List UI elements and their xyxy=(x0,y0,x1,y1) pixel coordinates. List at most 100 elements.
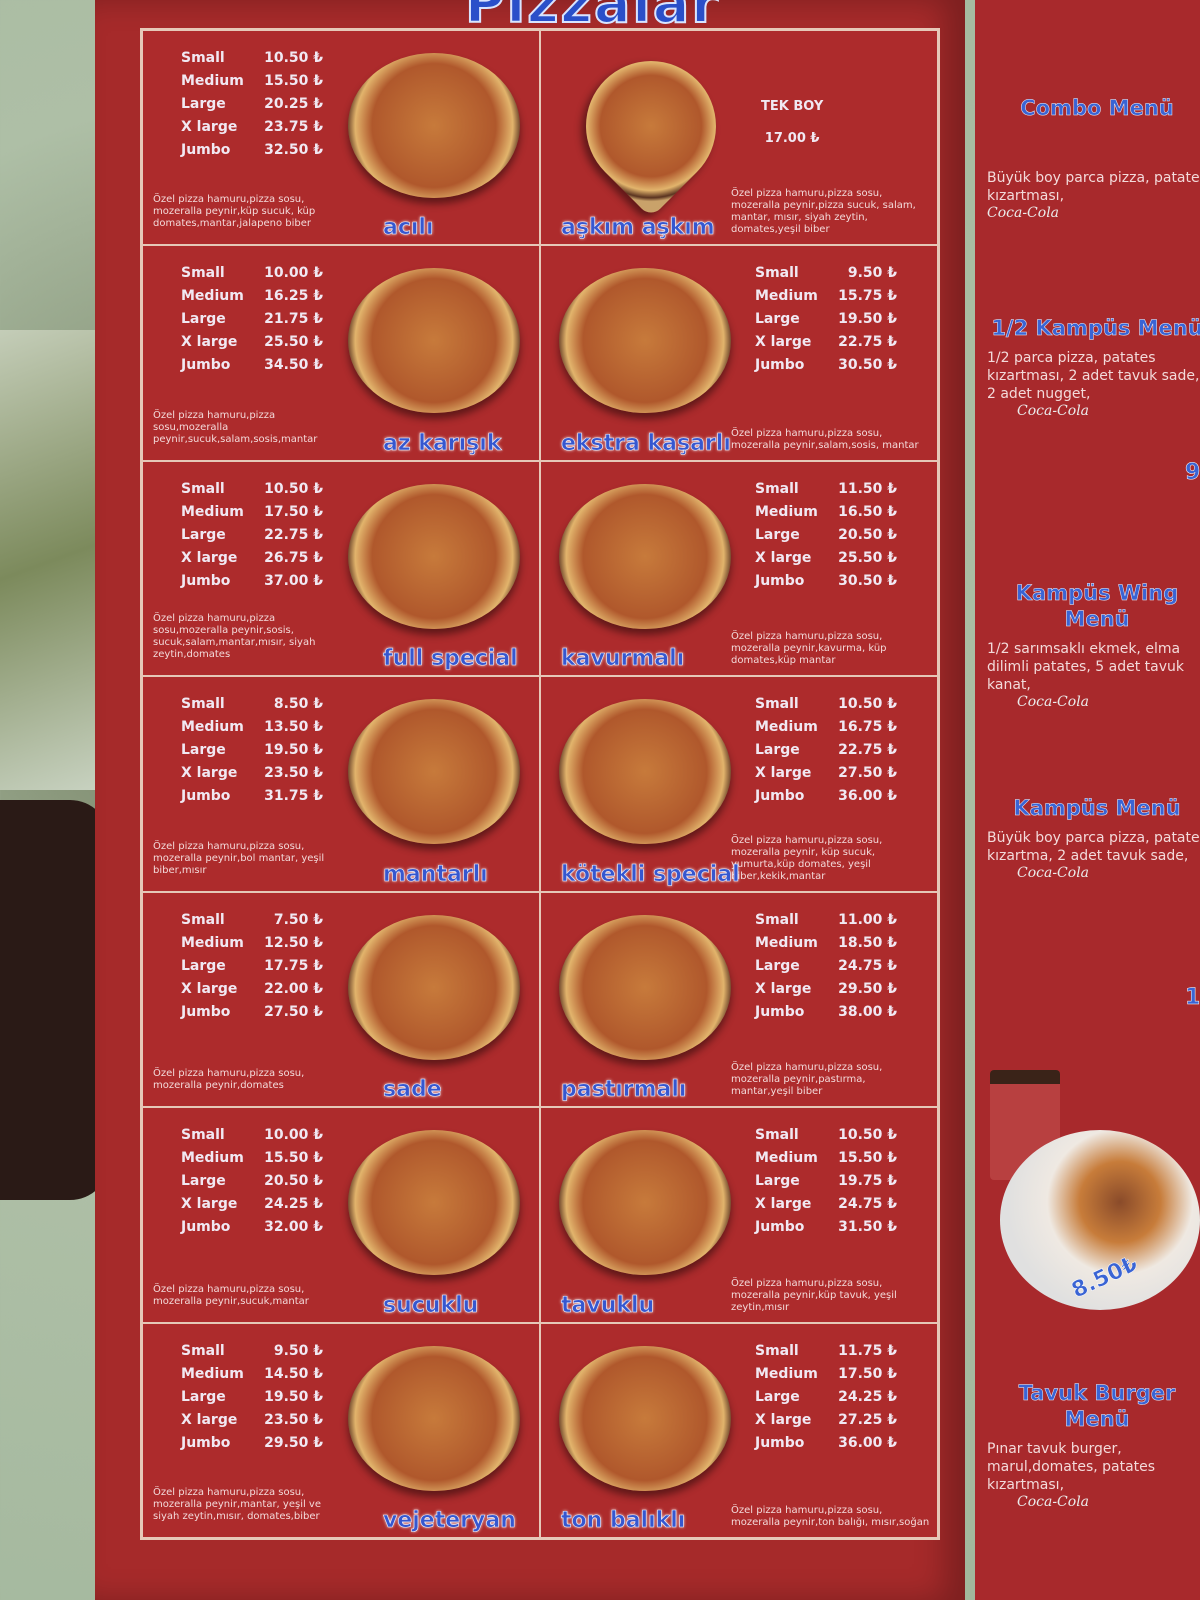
price-value: 23.75 ₺ xyxy=(264,119,323,135)
price-value: 14.50 ₺ xyxy=(264,1365,323,1382)
size-label: Large xyxy=(181,526,226,543)
pizza-item: Small 10.50 ₺ Medium 16.75 ₺ Large 22.75 ₺ X l… xyxy=(540,676,938,892)
size-label: Large xyxy=(181,96,226,112)
pizza-name: tavuklu xyxy=(561,1292,655,1318)
pizza-name: kötekli special xyxy=(561,861,740,887)
price-row: Small 11.50 ₺ xyxy=(755,478,897,501)
pizza-image xyxy=(559,1130,731,1276)
price-row: Large 17.75 ₺ xyxy=(181,955,323,978)
pizza-item: Small 10.50 ₺ Medium 15.50 ₺ Large 20.25 ₺ X l… xyxy=(142,30,540,246)
pizza-name: aşkım aşkım xyxy=(561,215,715,241)
pizza-name: pastırmalı xyxy=(561,1077,687,1103)
carpet-pattern xyxy=(0,800,110,1200)
price-row: X large 24.75 ₺ xyxy=(755,1193,897,1216)
pizza-ingredients: Özel pizza hamuru,pizza sosu, mozeralla … xyxy=(731,834,883,882)
price-value: 32.00 ₺ xyxy=(264,1219,323,1236)
price-list: Small 7.50 ₺ Medium 12.50 ₺ Large 17.75 ₺ X la… xyxy=(181,909,323,1024)
price-value: 37.00 ₺ xyxy=(264,572,323,589)
pizza-ingredients: Özel pizza hamuru,pizza sosu, mozeralla … xyxy=(731,1062,883,1098)
carpet-background xyxy=(0,330,110,790)
price-value: 9.50 ₺ xyxy=(273,1342,323,1359)
pizza-ingredients: Özel pizza hamuru,pizza sosu, mozeralla … xyxy=(731,631,887,667)
price-value: 17.50 ₺ xyxy=(264,503,323,520)
size-label: Jumbo xyxy=(181,572,231,589)
pizza-image xyxy=(348,699,520,845)
price-row: Jumbo 34.50 ₺ xyxy=(181,354,323,377)
price-value: 17.50 ₺ xyxy=(838,1365,897,1382)
pizza-ingredients: Özel pizza hamuru,pizza sosu, mozeralla … xyxy=(153,194,316,230)
size-label: Medium xyxy=(181,288,244,305)
half-kampus-text: 1/2 parca pizza, patates kızartması, 2 a… xyxy=(987,350,1200,402)
pizza-item: Small 11.75 ₺ Medium 17.50 ₺ Large 24.25 ₺ X l… xyxy=(540,1322,938,1538)
price-value: 38.00 ₺ xyxy=(838,1003,897,1020)
price-list: Small 10.50 ₺ Medium 15.50 ₺ Large 20.25 ₺ X l… xyxy=(181,47,323,162)
price-row: X large 22.75 ₺ xyxy=(755,331,897,354)
size-label: Jumbo xyxy=(181,1003,231,1020)
size-label: X large xyxy=(755,980,812,997)
pizza-name: mantarlı xyxy=(383,861,488,887)
price-value: 10.50 ₺ xyxy=(264,480,323,497)
size-label: Large xyxy=(181,1173,226,1190)
price-row: Small 7.50 ₺ xyxy=(181,909,323,932)
price-value: 25.50 ₺ xyxy=(838,549,897,566)
price-value: 7.50 ₺ xyxy=(273,911,323,928)
price-row: Small 9.50 ₺ xyxy=(755,262,897,285)
price-value: 27.25 ₺ xyxy=(838,1411,897,1428)
price-row: Medium 17.50 ₺ xyxy=(755,1363,897,1386)
price-value: 20.50 ₺ xyxy=(838,526,897,543)
pizza-item: Small 11.00 ₺ Medium 18.50 ₺ Large 24.75 ₺ X l… xyxy=(540,891,938,1108)
price-row: Jumbo 31.75 ₺ xyxy=(181,785,323,808)
size-label: Jumbo xyxy=(755,1003,805,1020)
pizza-image xyxy=(559,914,731,1060)
single-size-price: TEK BOY 17.00 ₺ xyxy=(761,91,823,155)
price-value: 29.50 ₺ xyxy=(838,980,897,997)
half-kampus-price: 9. xyxy=(1185,460,1200,486)
combo-text: Büyük boy parca pizza, patates kızartmas… xyxy=(987,170,1200,204)
pizza-image xyxy=(348,53,520,198)
price-value: 15.50 ₺ xyxy=(264,73,323,89)
price-row: Small 10.00 ₺ xyxy=(181,262,323,285)
price-row: X large 29.50 ₺ xyxy=(755,978,897,1001)
size-label: Large xyxy=(181,742,226,759)
tavuk-burger-title: Tavuk Burger Menü xyxy=(1018,1381,1176,1432)
wings-text: 1/2 sarımsaklı ekmek, elma dilimli patat… xyxy=(987,641,1184,693)
pizza-item: Small 9.50 ₺ Medium 14.50 ₺ Large 19.50 ₺ X la… xyxy=(142,1322,540,1538)
price-value: 10.50 ₺ xyxy=(838,1127,897,1144)
price-row: X large 26.75 ₺ xyxy=(181,547,323,570)
price-value: 29.50 ₺ xyxy=(264,1434,323,1451)
pizza-item: Small 10.00 ₺ Medium 15.50 ₺ Large 20.50 ₺ X l… xyxy=(142,1107,540,1323)
size-label: Small xyxy=(755,265,799,282)
pizza-name: full special xyxy=(383,646,518,672)
wings-title: Kampüs Wing Menü xyxy=(1015,581,1179,632)
pizza-image xyxy=(348,1345,520,1491)
price-value: 25.50 ₺ xyxy=(264,334,323,351)
size-label: Medium xyxy=(181,503,244,520)
price-value: 36.00 ₺ xyxy=(838,1434,897,1451)
pizza-name: kavurmalı xyxy=(561,646,685,672)
price-row: Jumbo 30.50 ₺ xyxy=(755,570,897,593)
wings-menu: Kampüs Wing Menü 1/2 sarımsaklı ekmek, e… xyxy=(987,580,1200,710)
price-value: 19.50 ₺ xyxy=(264,1388,323,1405)
price-value: 24.75 ₺ xyxy=(838,1196,897,1213)
price-value: 26.75 ₺ xyxy=(264,549,323,566)
pizza-name: acılı xyxy=(383,215,434,241)
pizza-ingredients: Özel pizza hamuru,pizza sosu, mozeralla … xyxy=(153,1487,321,1522)
price-row: Jumbo 30.50 ₺ xyxy=(755,354,897,377)
price-value: 19.50 ₺ xyxy=(264,742,323,759)
price-row: Jumbo 37.00 ₺ xyxy=(181,570,323,593)
price-row: Small 10.50 ₺ xyxy=(181,47,323,70)
coca-cola-logo: Coca-Cola xyxy=(1017,694,1090,710)
coca-cola-logo: Coca-Cola xyxy=(1017,403,1090,419)
size-label: X large xyxy=(181,549,238,566)
price-row: Large 22.75 ₺ xyxy=(181,524,323,547)
size-label: Large xyxy=(755,526,800,543)
price-row: Small 11.00 ₺ xyxy=(755,909,897,932)
price-value: 30.50 ₺ xyxy=(838,572,897,589)
price-row: Small 10.50 ₺ xyxy=(181,478,323,501)
size-label: Medium xyxy=(181,934,244,951)
pizza-item: Small 9.50 ₺ Medium 15.75 ₺ Large 19.50 ₺ X la… xyxy=(540,245,938,461)
price-value: 17.75 ₺ xyxy=(264,957,323,974)
price-row: Medium 12.50 ₺ xyxy=(181,932,323,955)
pizza-menu-page: Pizzalar Small 10.50 ₺ Medium 15.50 ₺ Large 2… xyxy=(95,0,965,1600)
price-list: Small 11.00 ₺ Medium 18.50 ₺ Large 24.75 ₺ X l… xyxy=(755,909,897,1024)
